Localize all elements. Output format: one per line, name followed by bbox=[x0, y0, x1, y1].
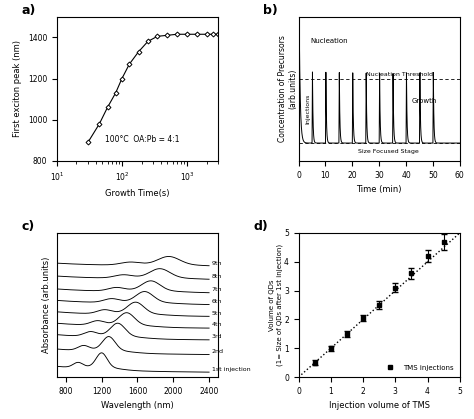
Text: 8th: 8th bbox=[212, 274, 222, 279]
X-axis label: Growth Time(s): Growth Time(s) bbox=[105, 189, 170, 198]
Text: 3rd: 3rd bbox=[212, 334, 222, 339]
Text: Size Focused Stage: Size Focused Stage bbox=[358, 149, 419, 154]
Text: Nucleation Threshold: Nucleation Threshold bbox=[366, 72, 433, 77]
Text: 1st injection: 1st injection bbox=[212, 367, 250, 372]
Text: c): c) bbox=[21, 220, 35, 233]
X-axis label: Injection volume of TMS: Injection volume of TMS bbox=[328, 401, 430, 410]
Text: Nucleation: Nucleation bbox=[311, 38, 348, 44]
Text: a): a) bbox=[21, 4, 36, 17]
Text: 7th: 7th bbox=[212, 287, 222, 292]
Text: d): d) bbox=[254, 220, 268, 233]
Text: 6th: 6th bbox=[212, 299, 222, 304]
Legend: TMS injections: TMS injections bbox=[381, 362, 456, 374]
Text: 2nd: 2nd bbox=[212, 349, 224, 354]
Text: 4th: 4th bbox=[212, 322, 222, 327]
Text: Growth: Growth bbox=[411, 98, 437, 104]
X-axis label: Time (min): Time (min) bbox=[356, 185, 402, 194]
Text: 100°C  OA:Pb = 4:1: 100°C OA:Pb = 4:1 bbox=[105, 134, 180, 144]
Y-axis label: Concentration of Precursors
(arb.units): Concentration of Precursors (arb.units) bbox=[278, 35, 297, 142]
Y-axis label: Absorbance (arb.units): Absorbance (arb.units) bbox=[42, 257, 51, 353]
Text: Injections: Injections bbox=[305, 93, 310, 124]
Y-axis label: Volume of QDs
(1= Size of QDs after 1st injection): Volume of QDs (1= Size of QDs after 1st … bbox=[269, 244, 283, 366]
X-axis label: Wavelength (nm): Wavelength (nm) bbox=[101, 401, 174, 410]
Text: b): b) bbox=[263, 4, 278, 17]
Text: 5th: 5th bbox=[212, 310, 222, 316]
Y-axis label: First exciton peak (nm): First exciton peak (nm) bbox=[13, 40, 22, 137]
Text: 9th: 9th bbox=[212, 261, 222, 266]
